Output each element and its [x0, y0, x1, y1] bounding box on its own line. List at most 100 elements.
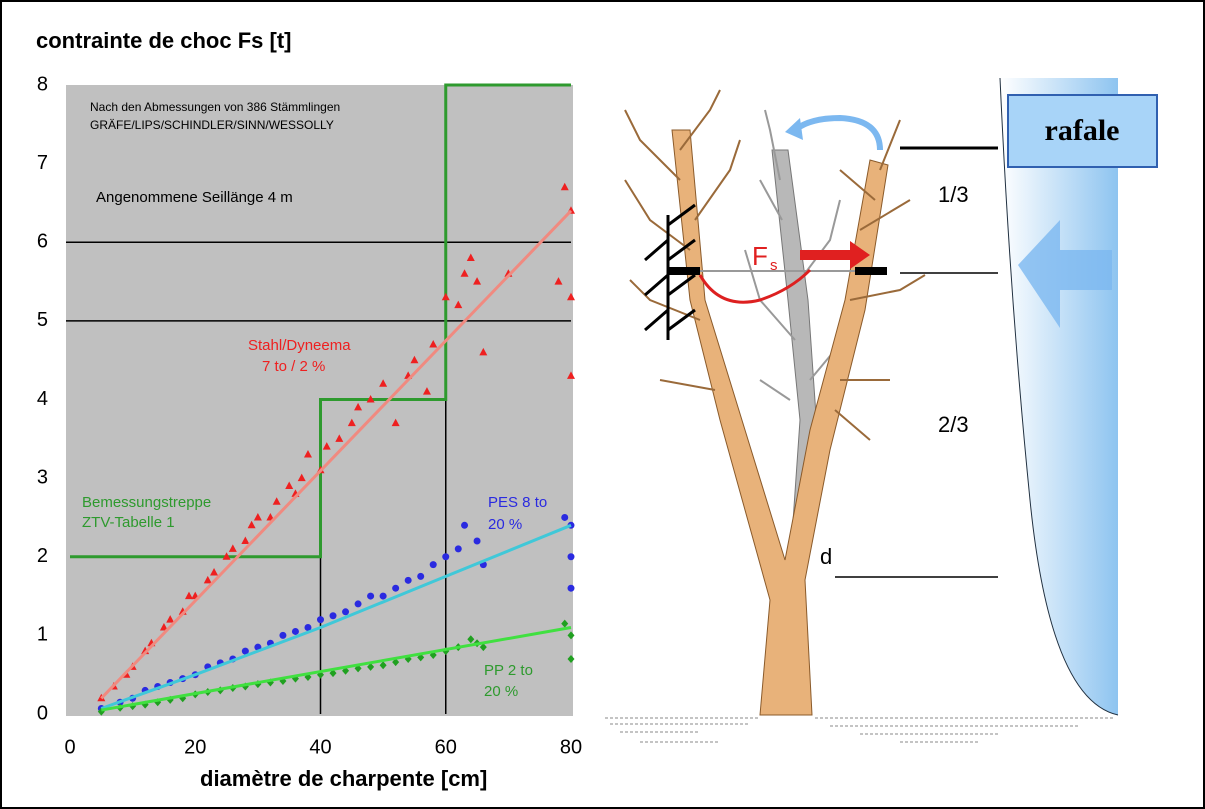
plot [66, 83, 575, 716]
point [279, 631, 287, 639]
y-tick-label: 5 [37, 309, 48, 331]
anchor [668, 267, 700, 275]
point [554, 277, 563, 285]
point [203, 575, 212, 584]
point [417, 572, 425, 580]
point [560, 182, 569, 191]
y-tick-label: 7 [37, 152, 48, 174]
point [317, 616, 324, 624]
annotation: Nach den Abmessungen von 386 Stämmlingen [90, 100, 340, 114]
force-arrow [800, 241, 870, 269]
annotation: 7 to / 2 % [262, 358, 325, 375]
fraction-label: 2/3 [938, 412, 969, 437]
point [342, 608, 350, 616]
y-tick-label: 6 [37, 231, 48, 253]
diagram: rafale 1/3 2/3 d F s [605, 77, 1158, 743]
rope-slack [698, 268, 812, 304]
point [253, 512, 262, 521]
annotation: ZTV-Tabelle 1 [82, 514, 175, 531]
point [567, 584, 575, 592]
point [247, 520, 256, 529]
chart-title: contrainte de choc Fs [t] [36, 28, 291, 53]
x-tick-label: 80 [560, 736, 582, 758]
wind-profile [999, 77, 1119, 716]
point [392, 584, 400, 592]
point [461, 521, 469, 529]
point [184, 591, 193, 600]
point [567, 654, 575, 663]
point [304, 624, 312, 632]
point [303, 450, 312, 458]
point [567, 292, 575, 301]
y-tick-label: 1 [37, 624, 48, 646]
tree-branches [624, 89, 926, 441]
point [210, 567, 219, 576]
diameter-label: d [820, 544, 832, 569]
point [335, 434, 344, 442]
wind-box [1007, 94, 1158, 168]
point [410, 355, 419, 364]
point [379, 661, 387, 670]
wind-arrow [1018, 220, 1112, 328]
point [567, 553, 575, 561]
point [166, 615, 175, 623]
point [241, 647, 249, 655]
annotation: GRÄFE/LIPS/SCHINDLER/SINN/WESSOLLY [90, 118, 334, 132]
point [561, 513, 569, 521]
trend-line [100, 209, 573, 700]
point [367, 592, 375, 600]
annotation: PP 2 to [484, 662, 533, 679]
point [291, 627, 299, 635]
x-axis-label: diamètre de charpente [cm] [200, 766, 487, 791]
point [567, 371, 575, 379]
point [467, 635, 475, 644]
point [442, 553, 450, 561]
sway-arrow [793, 114, 883, 151]
point [441, 292, 450, 301]
point [241, 536, 250, 545]
force-label: F [752, 241, 768, 271]
point [159, 623, 168, 631]
annotation: PES 8 to [488, 494, 547, 511]
fraction-label: 1/3 [938, 182, 969, 207]
point [285, 481, 294, 489]
y-tick-label: 8 [37, 73, 48, 95]
y-tick-label: 0 [37, 702, 48, 724]
point [322, 442, 331, 450]
point [391, 418, 400, 427]
y-tick-label: 2 [37, 545, 48, 567]
point [561, 619, 569, 628]
anchor [855, 267, 887, 275]
annotation: Stahl/Dyneema [248, 337, 351, 354]
point [297, 473, 306, 482]
wind-label: rafale [1045, 114, 1120, 147]
annotation: 20 % [484, 683, 518, 700]
point [422, 387, 431, 395]
point [379, 592, 387, 600]
point [347, 418, 356, 427]
trend-line [100, 523, 572, 710]
point [567, 631, 575, 640]
point [367, 662, 375, 671]
point [429, 561, 437, 569]
wall-hatch [644, 203, 696, 332]
point [473, 537, 481, 545]
point [354, 402, 363, 411]
point [454, 300, 463, 309]
y-tick-label: 4 [37, 388, 48, 410]
point [460, 269, 469, 277]
point [429, 339, 438, 348]
x-tick-label: 60 [435, 736, 457, 758]
wind-area [1000, 78, 1118, 715]
point [473, 277, 482, 285]
point [366, 395, 375, 403]
ground [605, 717, 1115, 743]
force-subscript: s [770, 257, 778, 274]
point [404, 576, 412, 584]
point [222, 552, 231, 560]
point [354, 600, 362, 608]
sway-arrowhead [785, 118, 803, 140]
